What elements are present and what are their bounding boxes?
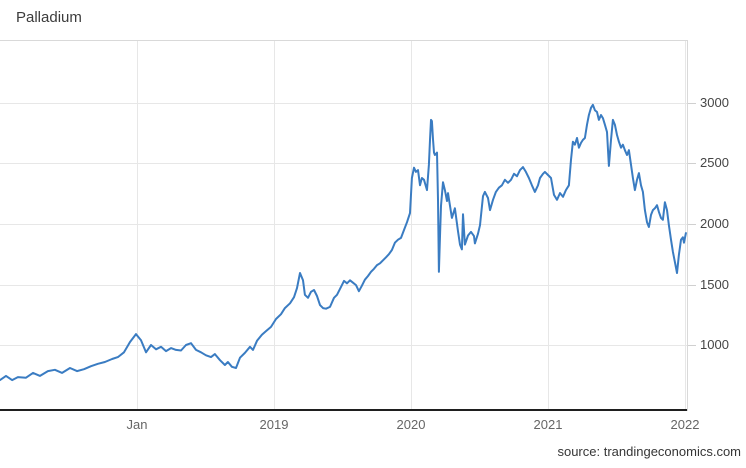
- x-tick-label: 2021: [533, 417, 563, 432]
- price-line: [0, 103, 687, 382]
- plot-area: [0, 40, 746, 411]
- x-tick-label: 2020: [396, 417, 426, 432]
- y-tick-label: 1000: [700, 337, 729, 352]
- x-tick-label: Jan: [126, 417, 148, 432]
- y-tick-label: 2500: [700, 155, 729, 170]
- source-attribution: source: trandingeconomics.com: [557, 444, 741, 459]
- chart-title: Palladium: [16, 9, 82, 26]
- y-tick-label: 3000: [700, 95, 729, 110]
- price-line-plot: [0, 40, 696, 411]
- y-tick-label: 1500: [700, 277, 729, 292]
- x-tick-label: 2022: [670, 417, 700, 432]
- y-tick-label: 2000: [700, 216, 729, 231]
- x-tick-label: 2019: [259, 417, 289, 432]
